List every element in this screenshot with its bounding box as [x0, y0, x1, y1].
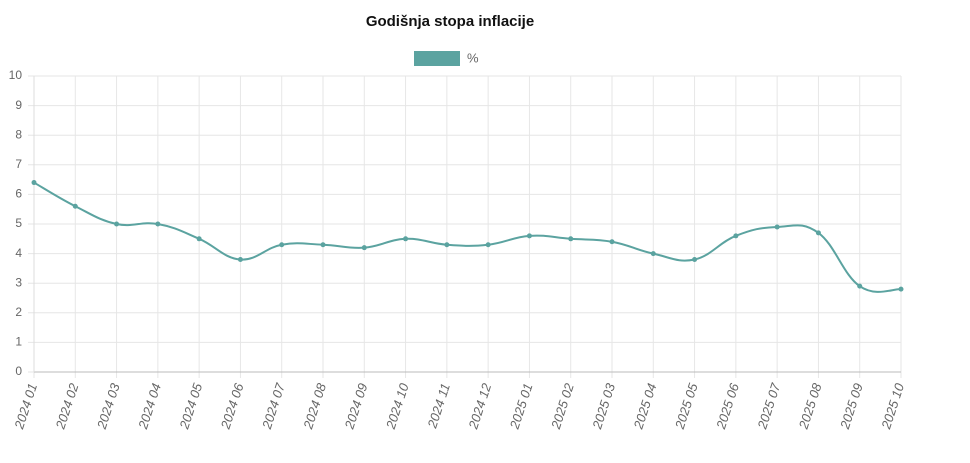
- y-tick-label: 6: [15, 187, 22, 201]
- x-tick-label: 2025 05: [672, 381, 701, 432]
- x-tick-label: 2024 04: [135, 381, 164, 431]
- x-tick-label: 2025 02: [548, 381, 577, 432]
- point: [155, 221, 161, 227]
- point: [72, 203, 78, 209]
- point: [196, 236, 202, 242]
- legend-swatch: [414, 51, 460, 66]
- y-tick-label: 9: [15, 98, 22, 112]
- point: [403, 236, 409, 242]
- x-tick-label: 2025 01: [506, 381, 535, 431]
- point: [650, 251, 656, 257]
- x-tick-label: 2025 09: [837, 381, 866, 431]
- point: [114, 221, 120, 227]
- point: [857, 283, 863, 289]
- point: [320, 242, 326, 248]
- x-tick-label: 2024 03: [94, 381, 123, 432]
- y-tick-label: 5: [15, 216, 22, 230]
- point: [279, 242, 285, 248]
- x-tick-label: 2024 05: [176, 381, 205, 432]
- point: [568, 236, 574, 242]
- x-tick-label: 2024 01: [11, 381, 40, 431]
- x-tick-label: 2024 12: [465, 381, 494, 432]
- x-tick-label: 2025 07: [754, 381, 783, 432]
- point: [692, 257, 698, 263]
- y-tick-label: 4: [15, 246, 22, 260]
- point: [444, 242, 450, 248]
- point: [526, 233, 532, 239]
- legend-label: %: [467, 50, 479, 65]
- y-tick-label: 1: [15, 335, 22, 349]
- point: [485, 242, 491, 248]
- y-tick-label: 7: [15, 157, 22, 171]
- x-tick-label: 2024 08: [300, 381, 329, 432]
- x-tick-label: 2025 04: [630, 381, 659, 431]
- y-tick-label: 2: [15, 305, 22, 319]
- point: [815, 230, 821, 236]
- x-tick-label: 2025 06: [713, 381, 742, 432]
- line: [33, 181, 902, 293]
- x-tick-label: 2024 10: [383, 381, 412, 432]
- point: [361, 245, 367, 251]
- point: [31, 180, 37, 186]
- x-tick-label: 2024 06: [217, 381, 246, 432]
- x-tick-label: 2025 10: [878, 381, 907, 432]
- point: [609, 239, 615, 245]
- y-tick-label: 0: [15, 364, 22, 378]
- point: [898, 286, 904, 292]
- y-tick-label: 8: [15, 127, 22, 141]
- x-tick-label: 2024 07: [259, 381, 288, 432]
- y-tick-label: 10: [9, 68, 23, 82]
- y-tick-label: 3: [15, 275, 22, 289]
- point: [774, 224, 780, 230]
- x-tick-label: 2024 11: [424, 381, 453, 430]
- point: [733, 233, 739, 239]
- point: [237, 257, 243, 263]
- x-tick-label: 2025 03: [589, 381, 618, 432]
- x-tick-label: 2025 08: [795, 381, 824, 432]
- x-tick-label: 2024 09: [341, 381, 370, 431]
- chart-title: Godišnja stopa inflacije: [366, 13, 534, 30]
- x-tick-label: 2024 02: [52, 381, 81, 432]
